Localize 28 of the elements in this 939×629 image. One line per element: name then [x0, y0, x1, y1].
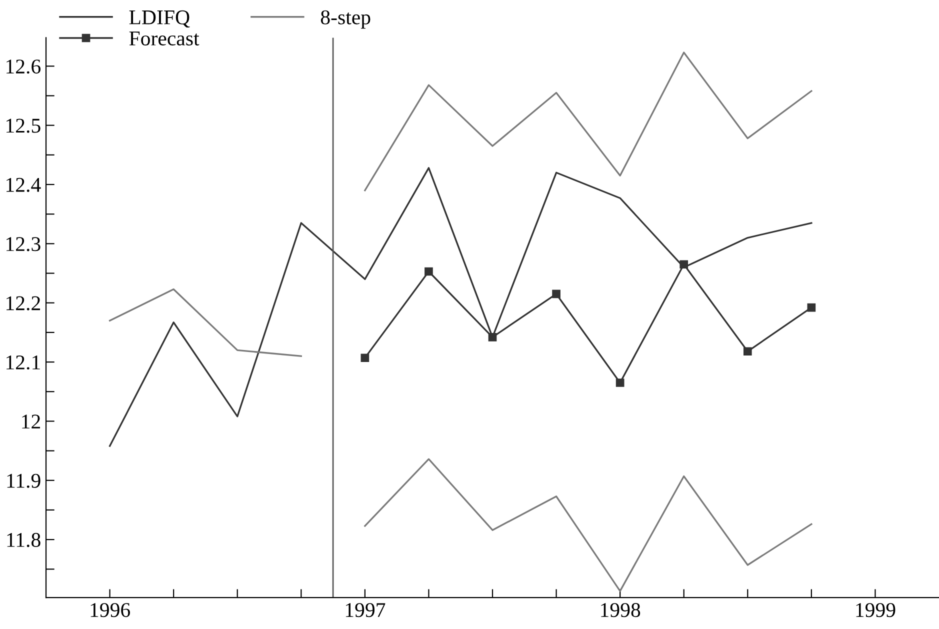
point: [616, 378, 624, 387]
y-tick-label: 11.9: [7, 474, 40, 488]
point: [680, 260, 688, 269]
point: [552, 290, 560, 298]
x-tick-label: 1996: [90, 603, 130, 618]
point: [360, 354, 370, 362]
y-tick-label: 12: [22, 414, 40, 428]
y-tick-label: 12.4: [6, 178, 41, 192]
point: [743, 347, 752, 356]
y-tick-label: 12.3: [6, 237, 40, 252]
point: [488, 333, 497, 342]
legend-label: Forecast: [129, 32, 200, 46]
line-series: [108, 288, 302, 357]
line-series: [364, 458, 812, 592]
x-tick-label: 1999: [856, 603, 896, 618]
point: [424, 267, 433, 276]
y-tick-label: 12.6: [6, 60, 41, 74]
y-tick-label: 12.1: [6, 355, 40, 370]
x-tick-label: 1998: [601, 603, 640, 618]
x-tick-label: 1997: [346, 603, 386, 618]
legend-label: LDIFQ: [129, 10, 190, 28]
line-series: [108, 167, 812, 447]
legend-label: 8-step: [320, 10, 370, 29]
line-series: [364, 52, 812, 192]
y-tick-label: 12.5: [6, 118, 40, 133]
y-tick-label: 11.8: [7, 532, 40, 548]
y-tick-label: 12.2: [6, 296, 40, 310]
point: [807, 303, 816, 312]
